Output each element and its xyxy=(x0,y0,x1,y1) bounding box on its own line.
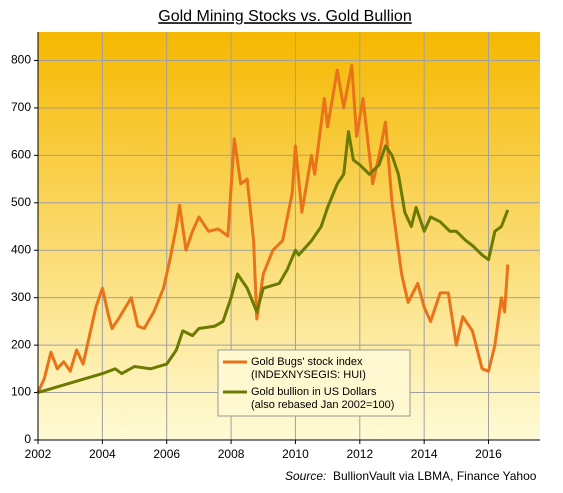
x-tick-label: 2008 xyxy=(218,447,245,461)
x-tick-label: 2014 xyxy=(411,447,438,461)
y-tick-label: 400 xyxy=(11,242,31,256)
x-tick-label: 2012 xyxy=(346,447,373,461)
y-tick-label: 800 xyxy=(11,53,31,67)
series-line xyxy=(36,63,510,394)
chart-title: Gold Mining Stocks vs. Gold Bullion xyxy=(158,8,411,25)
source-label: Source: xyxy=(285,469,326,483)
y-tick-label: 0 xyxy=(24,432,31,446)
y-tick-label: 200 xyxy=(11,337,31,351)
x-tick-label: 2016 xyxy=(475,447,502,461)
legend-note: (also rebased Jan 2002=100) xyxy=(251,399,394,411)
x-tick-label: 2010 xyxy=(282,447,309,461)
legend-label: Gold bullion in US Dollars xyxy=(251,386,377,398)
legend xyxy=(217,349,411,417)
series-line xyxy=(37,130,510,395)
y-tick-label: 100 xyxy=(11,385,31,399)
y-tick-label: 500 xyxy=(11,195,31,209)
x-tick-label: 2006 xyxy=(153,447,180,461)
y-tick-label: 300 xyxy=(11,290,31,304)
legend-label: Gold Bugs' stock index xyxy=(251,356,363,368)
y-tick-label: 700 xyxy=(11,100,31,114)
x-tick-label: 2004 xyxy=(89,447,116,461)
legend-note: (INDEXNYSEGIS: HUI) xyxy=(251,369,366,381)
y-tick-label: 600 xyxy=(11,148,31,162)
source: BullionVault via LBMA, Finance Yahoo xyxy=(333,469,537,483)
x-tick-label: 2002 xyxy=(25,447,52,461)
